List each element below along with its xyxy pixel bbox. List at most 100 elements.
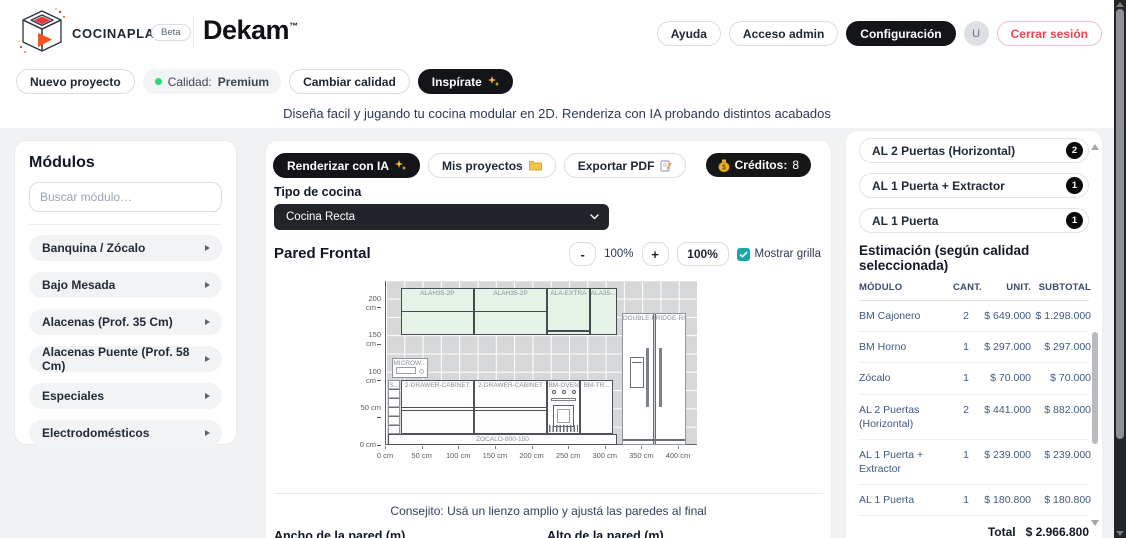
logout-button[interactable]: Cerrar sesión	[996, 21, 1102, 46]
change-quality-button[interactable]: Cambiar calidad	[289, 69, 410, 94]
money-bag-icon: $	[718, 159, 730, 172]
fridge-handle-right	[659, 347, 663, 408]
module-divider	[473, 310, 548, 313]
estimation-cell: 2	[963, 310, 969, 322]
module-label: ALAH35-2P	[493, 289, 528, 297]
design-canvas[interactable]: ALAH35-2P ALAH35-2P ALA-EXTRA ALA35-... S...…	[359, 279, 737, 475]
sidebar-category-alacenas-puente-prof-58-cm-[interactable]: Alacenas Puente (Prof. 58 Cm)	[29, 345, 222, 373]
x-axis-tick: 300 cm	[592, 451, 618, 460]
canvas-module-alacena-35[interactable]: ALA35-...	[589, 287, 617, 336]
brand-name: COCINAPLAY	[72, 26, 163, 41]
estimation-panel: AL 2 Puertas (Horizontal) 2 AL 1 Puerta + …	[845, 130, 1103, 538]
selected-module-pill[interactable]: AL 1 Puerta + Extractor 1	[859, 173, 1089, 198]
x-axis-tick-mark	[678, 446, 679, 449]
estimation-cell: $ 649.000	[984, 310, 1031, 322]
selected-module-pill[interactable]: AL 1 Puerta 1	[859, 208, 1089, 233]
credits-value: 8	[792, 158, 799, 172]
app-subtitle: Diseña facil y jugando tu cocina modular…	[283, 106, 831, 121]
caret-right-icon	[205, 430, 210, 436]
page-scrollbar-thumb[interactable]	[1116, 9, 1124, 439]
zoom-out-button[interactable]: -	[569, 242, 597, 266]
canvas-module-towel-rack[interactable]: S...	[388, 379, 400, 435]
x-axis-tick: 150 cm	[482, 451, 508, 460]
my-projects-button[interactable]: Mis proyectos	[428, 153, 556, 178]
x-axis-tick-mark	[458, 446, 460, 449]
fridge-base-line	[622, 439, 686, 441]
scroll-up-icon[interactable]	[1091, 144, 1099, 150]
caret-right-icon	[205, 393, 210, 399]
admin-access-button[interactable]: Acceso admin	[728, 21, 839, 46]
module-category-list: Banquina / Zócalo Bajo Mesada Alacenas (Pr…	[29, 235, 222, 446]
x-axis-tick-mark	[604, 446, 606, 449]
export-pdf-button[interactable]: Exportar PDF	[563, 153, 687, 178]
scroll-down-icon[interactable]	[1091, 520, 1099, 526]
render-ai-button[interactable]: Renderizar con IA	[273, 153, 421, 178]
sidebar-category-banquina-z-calo[interactable]: Banquina / Zócalo	[29, 235, 222, 261]
credits-badge: $ Créditos: 8	[705, 153, 811, 177]
canvas-module-bm-tr[interactable]: BM-TR...	[580, 379, 614, 435]
canvas-module-microwave[interactable]: MICROW...	[391, 358, 428, 378]
module-label: ALAH35-2P	[420, 289, 455, 297]
module-label: ALA35-...	[590, 289, 616, 297]
estimation-row: AL 2 Puertas (Horizontal) 2 $ 441.000 $ 882…	[859, 395, 1091, 440]
checkbox-checked-icon[interactable]	[736, 247, 750, 261]
canvas-module-alacena-2p-2[interactable]: ALAH35-2P	[473, 287, 548, 336]
caret-right-icon	[205, 282, 210, 288]
page-scrollbar[interactable]	[1114, 0, 1126, 538]
zoom-in-button[interactable]: +	[641, 242, 669, 266]
show-grid-toggle[interactable]: Mostrar grilla	[736, 247, 821, 261]
x-axis-tick: 0 cm	[376, 451, 394, 460]
x-axis-tick-mark	[421, 446, 423, 449]
scroll-up-icon[interactable]	[1116, 2, 1124, 7]
sidebar-category-bajo-mesada[interactable]: Bajo Mesada	[29, 272, 222, 298]
project-toolbar: Nuevo proyecto Calidad: Premium Cambiar …	[16, 69, 513, 94]
oven-vent	[549, 425, 579, 433]
estimation-table-header: MÓDULO CANT. UNIT. SUBTOTAL	[859, 282, 1091, 301]
selected-module-pill[interactable]: AL 2 Puertas (Horizontal) 2	[859, 138, 1089, 163]
brand-divider	[193, 16, 194, 48]
count-badge: 1	[1066, 212, 1083, 229]
user-avatar[interactable]: U	[963, 21, 989, 46]
fridge-handle-left	[646, 347, 650, 408]
wall-width-label: Ancho de la pared (m)	[274, 529, 406, 538]
canvas-module-alacena-extra[interactable]: ALA-EXTRA	[547, 287, 590, 336]
x-axis-tick: 400 cm	[665, 451, 691, 460]
canvas-module-alacena-2p-1[interactable]: ALAH35-2P	[400, 287, 474, 336]
canvas-module-zocalo[interactable]: ZOCALO-800-150	[388, 434, 617, 445]
module-divider	[400, 310, 474, 313]
sidebar-category-especiales[interactable]: Especiales	[29, 383, 222, 409]
beta-badge: Beta	[151, 24, 191, 41]
panel-scrollbar-thumb[interactable]	[1092, 332, 1098, 444]
quality-indicator: Calidad: Premium	[142, 69, 282, 94]
new-project-button[interactable]: Nuevo proyecto	[16, 69, 135, 94]
estimation-cell: $ 297.000	[984, 341, 1031, 354]
selected-modules-list: AL 2 Puertas (Horizontal) 2 AL 1 Puerta + …	[859, 138, 1089, 233]
help-button[interactable]: Ayuda	[656, 21, 721, 46]
chevron-down-icon	[590, 214, 599, 220]
kitchen-type-select[interactable]: Cocina Recta	[274, 204, 609, 230]
module-search-input[interactable]	[29, 182, 222, 212]
zoom-controls: - 100% + 100% Mostrar grilla	[569, 242, 821, 266]
oven-panel	[551, 397, 577, 401]
scroll-down-icon[interactable]	[1116, 531, 1124, 536]
canvas-module-bm-oven[interactable]: BM-OVEN	[547, 379, 581, 435]
zoom-reset-button[interactable]: 100%	[676, 242, 729, 266]
canvas-module-double-fridge[interactable]: DOUBLE-FRIDGE-RI...	[621, 312, 687, 445]
estimation-table: MÓDULO CANT. UNIT. SUBTOTAL BM Cajonero 2…	[859, 282, 1091, 538]
x-axis-tick: 100 cm	[445, 451, 471, 460]
sidebar-category-electrodom-sticos[interactable]: Electrodomésticos	[29, 420, 222, 446]
estimation-row: BM Cajonero 2 $ 649.000 $ 1.298.000	[859, 301, 1091, 333]
category-label: Electrodomésticos	[42, 426, 150, 440]
inspire-button[interactable]: Inspírate	[417, 69, 513, 94]
panel-scrollbar[interactable]	[1091, 140, 1099, 530]
module-divider	[400, 407, 474, 412]
canvas-module-drawer-cabinet-1[interactable]: 2-DRAWER-CABINET	[400, 379, 474, 435]
settings-button[interactable]: Configuración	[846, 21, 956, 46]
estimation-title: Estimación (según calidad seleccionada)	[859, 243, 1030, 273]
estimation-cell: AL 2 Puertas (Horizontal)	[859, 403, 920, 430]
sidebar-category-alacenas-prof-35-cm-[interactable]: Alacenas (Prof. 35 Cm)	[29, 309, 222, 335]
estimation-cell: 1	[963, 448, 969, 461]
estimation-row: AL 1 Puerta + Extractor 1 $ 239.000 $ 239.0…	[859, 440, 1091, 486]
canvas-module-drawer-cabinet-2[interactable]: 2-DRAWER-CABINET	[473, 379, 548, 435]
canvas-grid[interactable]: ALAH35-2P ALAH35-2P ALA-EXTRA ALA35-... S...…	[385, 281, 697, 445]
